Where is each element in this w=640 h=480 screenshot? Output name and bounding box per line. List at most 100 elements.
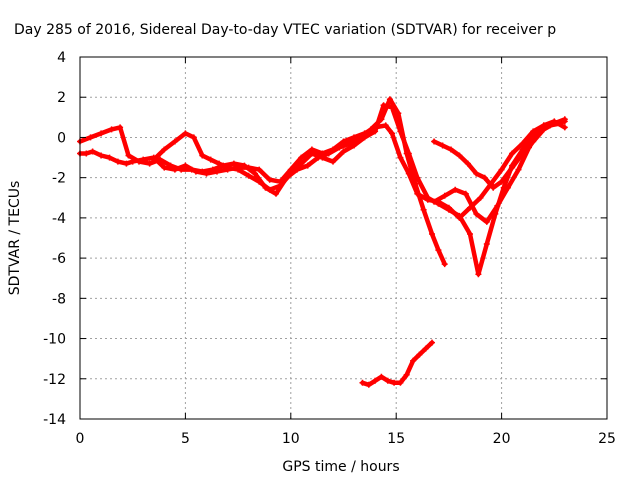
data-point <box>429 231 435 237</box>
data-point <box>361 134 368 141</box>
data-point <box>448 146 454 153</box>
data-point <box>287 170 294 177</box>
data-point <box>106 154 113 161</box>
data-point <box>266 176 273 183</box>
data-point <box>207 156 214 163</box>
data-point <box>431 138 438 145</box>
data-point <box>199 152 206 159</box>
x-tick-label: 0 <box>76 431 85 447</box>
data-point <box>547 122 554 129</box>
data-point <box>235 166 242 173</box>
data-point <box>530 130 537 137</box>
y-tick-label: 4 <box>57 50 66 66</box>
data-point <box>386 96 393 103</box>
y-axis-label: SDTVAR / TECUs <box>7 181 23 296</box>
data-point <box>359 379 366 386</box>
y-tick-label: 2 <box>57 90 66 106</box>
data-point <box>117 124 124 131</box>
data-point <box>481 174 488 181</box>
data-point <box>557 120 564 127</box>
data-point <box>171 138 178 145</box>
data-point <box>161 146 168 153</box>
data-point <box>146 160 153 167</box>
data-point <box>397 128 404 135</box>
data-point <box>89 148 96 155</box>
data-point <box>431 198 438 205</box>
data-point <box>319 154 326 161</box>
data-point <box>245 172 252 179</box>
data-point <box>241 162 248 169</box>
series-6 <box>359 339 435 388</box>
data-point <box>136 158 142 165</box>
data-point <box>365 381 372 388</box>
x-axis: 0 5 10 15 20 25 <box>76 57 616 447</box>
data-point <box>498 178 505 185</box>
data-point <box>494 202 501 209</box>
data-point <box>382 122 389 129</box>
y-tick-label: -12 <box>43 372 66 388</box>
y-tick-label: -2 <box>52 171 66 187</box>
data-point <box>405 150 412 157</box>
data-point <box>336 144 343 151</box>
data-point <box>477 194 484 201</box>
data-point <box>150 156 157 163</box>
data-point <box>429 339 435 346</box>
data-point <box>515 166 522 173</box>
data-point <box>473 210 480 217</box>
plot-frame <box>79 56 608 420</box>
series-line <box>77 119 568 221</box>
data-point <box>277 182 284 189</box>
data-point <box>123 160 130 167</box>
data-point <box>526 144 532 151</box>
data-point <box>424 194 431 201</box>
x-tick-label: 5 <box>181 431 190 447</box>
data-point <box>266 186 273 193</box>
data-point <box>416 351 423 358</box>
data-point <box>452 186 459 193</box>
data-point <box>380 102 387 109</box>
x-tick-label: 15 <box>387 431 405 447</box>
data-point <box>412 180 419 187</box>
x-tick-label: 10 <box>282 431 300 447</box>
data-point <box>209 166 216 173</box>
data-point <box>340 148 347 155</box>
y-tick-label: 0 <box>57 130 66 146</box>
data-point <box>252 170 258 177</box>
data-point <box>330 158 336 165</box>
data-point <box>435 247 442 254</box>
data-point <box>397 154 404 161</box>
data-point <box>561 116 568 123</box>
data-point <box>224 164 231 171</box>
data-point <box>351 142 357 149</box>
data-point <box>98 130 105 137</box>
chart-title: Day 285 of 2016, Sidereal Day-to-day VTE… <box>14 22 556 38</box>
data-point <box>391 379 398 386</box>
data-point <box>456 212 463 219</box>
data-point <box>456 152 463 159</box>
data-point <box>308 150 315 157</box>
data-point <box>403 371 410 378</box>
data-point <box>161 164 168 171</box>
series-5 <box>431 120 564 225</box>
x-axis-label: GPS time / hours <box>282 459 399 475</box>
data-point <box>473 170 480 177</box>
data-point <box>87 134 94 141</box>
data-point <box>509 150 516 157</box>
data-point <box>414 174 421 181</box>
data-point <box>441 192 448 199</box>
data-point <box>464 160 471 167</box>
grid-lines <box>80 57 607 419</box>
data-point <box>199 168 206 175</box>
y-tick-label: -8 <box>52 291 66 307</box>
data-point <box>178 166 185 173</box>
data-point <box>167 162 174 169</box>
data-point <box>114 158 121 165</box>
data-point <box>504 184 511 191</box>
data-point <box>298 154 305 161</box>
data-point <box>389 104 395 111</box>
data-point <box>273 190 279 197</box>
data-point <box>372 128 379 135</box>
x-tick-label: 25 <box>598 431 616 447</box>
data-point <box>372 377 379 384</box>
